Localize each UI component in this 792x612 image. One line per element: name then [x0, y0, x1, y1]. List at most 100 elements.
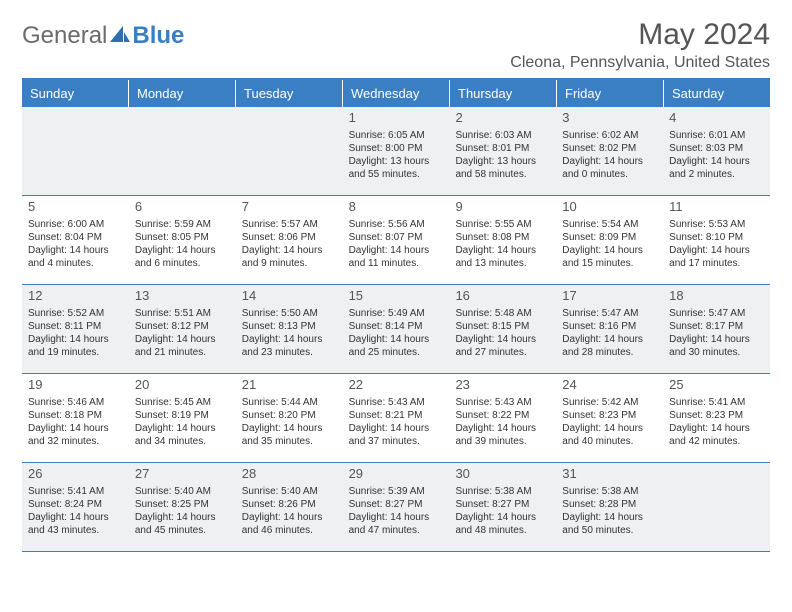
sunrise-text: Sunrise: 5:43 AM	[455, 396, 550, 409]
day-number: 6	[135, 199, 230, 216]
logo: General Blue	[22, 18, 184, 50]
day-number: 9	[455, 199, 550, 216]
dayhead-saturday: Saturday	[664, 80, 770, 107]
logo-text-general: General	[22, 22, 107, 50]
day-number: 30	[455, 466, 550, 483]
daylight1-text: Daylight: 14 hours	[349, 244, 444, 257]
day-number: 17	[562, 288, 657, 305]
sunset-text: Sunset: 8:20 PM	[242, 409, 337, 422]
sunset-text: Sunset: 8:09 PM	[562, 231, 657, 244]
sunrise-text: Sunrise: 5:50 AM	[242, 307, 337, 320]
daylight1-text: Daylight: 13 hours	[349, 155, 444, 168]
day-cell: 14Sunrise: 5:50 AMSunset: 8:13 PMDayligh…	[236, 285, 343, 373]
daylight2-text: and 15 minutes.	[562, 257, 657, 270]
daylight1-text: Daylight: 14 hours	[28, 333, 123, 346]
day-cell: 25Sunrise: 5:41 AMSunset: 8:23 PMDayligh…	[663, 374, 770, 462]
calendar: Sunday Monday Tuesday Wednesday Thursday…	[22, 78, 770, 552]
sunset-text: Sunset: 8:25 PM	[135, 498, 230, 511]
daylight2-text: and 32 minutes.	[28, 435, 123, 448]
day-cell: 23Sunrise: 5:43 AMSunset: 8:22 PMDayligh…	[449, 374, 556, 462]
day-cell: 13Sunrise: 5:51 AMSunset: 8:12 PMDayligh…	[129, 285, 236, 373]
sunset-text: Sunset: 8:26 PM	[242, 498, 337, 511]
dayhead-thursday: Thursday	[450, 80, 557, 107]
daylight2-text: and 58 minutes.	[455, 168, 550, 181]
sunset-text: Sunset: 8:18 PM	[28, 409, 123, 422]
sunrise-text: Sunrise: 5:54 AM	[562, 218, 657, 231]
day-number: 22	[349, 377, 444, 394]
daylight2-text: and 21 minutes.	[135, 346, 230, 359]
sunrise-text: Sunrise: 5:46 AM	[28, 396, 123, 409]
sunset-text: Sunset: 8:00 PM	[349, 142, 444, 155]
daylight2-text: and 42 minutes.	[669, 435, 764, 448]
sunset-text: Sunset: 8:23 PM	[562, 409, 657, 422]
week-row: 26Sunrise: 5:41 AMSunset: 8:24 PMDayligh…	[22, 463, 770, 552]
day-number: 20	[135, 377, 230, 394]
sunset-text: Sunset: 8:28 PM	[562, 498, 657, 511]
sunset-text: Sunset: 8:07 PM	[349, 231, 444, 244]
day-cell: 3Sunrise: 6:02 AMSunset: 8:02 PMDaylight…	[556, 107, 663, 195]
day-number: 25	[669, 377, 764, 394]
daylight1-text: Daylight: 14 hours	[455, 422, 550, 435]
day-number: 27	[135, 466, 230, 483]
day-number: 14	[242, 288, 337, 305]
sunset-text: Sunset: 8:01 PM	[455, 142, 550, 155]
daylight2-text: and 46 minutes.	[242, 524, 337, 537]
sunset-text: Sunset: 8:11 PM	[28, 320, 123, 333]
day-cell: 5Sunrise: 6:00 AMSunset: 8:04 PMDaylight…	[22, 196, 129, 284]
sunset-text: Sunset: 8:10 PM	[669, 231, 764, 244]
week-row: 12Sunrise: 5:52 AMSunset: 8:11 PMDayligh…	[22, 285, 770, 374]
daylight2-text: and 47 minutes.	[349, 524, 444, 537]
sunset-text: Sunset: 8:27 PM	[455, 498, 550, 511]
sunrise-text: Sunrise: 6:05 AM	[349, 129, 444, 142]
day-cell: 18Sunrise: 5:47 AMSunset: 8:17 PMDayligh…	[663, 285, 770, 373]
sunrise-text: Sunrise: 5:41 AM	[669, 396, 764, 409]
daylight1-text: Daylight: 14 hours	[669, 155, 764, 168]
day-number: 1	[349, 110, 444, 127]
daylight2-text: and 55 minutes.	[349, 168, 444, 181]
daylight2-text: and 37 minutes.	[349, 435, 444, 448]
day-number: 19	[28, 377, 123, 394]
sunrise-text: Sunrise: 5:48 AM	[455, 307, 550, 320]
sunset-text: Sunset: 8:15 PM	[455, 320, 550, 333]
day-cell	[236, 107, 343, 195]
day-cell: 19Sunrise: 5:46 AMSunset: 8:18 PMDayligh…	[22, 374, 129, 462]
dayhead-friday: Friday	[557, 80, 664, 107]
day-cell: 26Sunrise: 5:41 AMSunset: 8:24 PMDayligh…	[22, 463, 129, 551]
title-block: May 2024 Cleona, Pennsylvania, United St…	[510, 18, 770, 72]
daylight2-text: and 28 minutes.	[562, 346, 657, 359]
sunset-text: Sunset: 8:04 PM	[28, 231, 123, 244]
daylight1-text: Daylight: 14 hours	[455, 511, 550, 524]
sunset-text: Sunset: 8:02 PM	[562, 142, 657, 155]
sunset-text: Sunset: 8:06 PM	[242, 231, 337, 244]
daylight2-text: and 13 minutes.	[455, 257, 550, 270]
daylight1-text: Daylight: 14 hours	[28, 244, 123, 257]
sunrise-text: Sunrise: 6:01 AM	[669, 129, 764, 142]
daylight2-text: and 40 minutes.	[562, 435, 657, 448]
day-number: 13	[135, 288, 230, 305]
daylight1-text: Daylight: 14 hours	[455, 244, 550, 257]
day-cell: 8Sunrise: 5:56 AMSunset: 8:07 PMDaylight…	[343, 196, 450, 284]
day-cell: 10Sunrise: 5:54 AMSunset: 8:09 PMDayligh…	[556, 196, 663, 284]
day-header-row: Sunday Monday Tuesday Wednesday Thursday…	[22, 80, 770, 107]
sunset-text: Sunset: 8:23 PM	[669, 409, 764, 422]
daylight2-text: and 19 minutes.	[28, 346, 123, 359]
daylight2-text: and 6 minutes.	[135, 257, 230, 270]
daylight1-text: Daylight: 14 hours	[135, 422, 230, 435]
sunset-text: Sunset: 8:12 PM	[135, 320, 230, 333]
dayhead-tuesday: Tuesday	[236, 80, 343, 107]
sunrise-text: Sunrise: 5:43 AM	[349, 396, 444, 409]
day-cell	[663, 463, 770, 551]
sunset-text: Sunset: 8:21 PM	[349, 409, 444, 422]
daylight1-text: Daylight: 14 hours	[562, 333, 657, 346]
daylight2-text: and 50 minutes.	[562, 524, 657, 537]
sunset-text: Sunset: 8:27 PM	[349, 498, 444, 511]
logo-text-blue: Blue	[132, 22, 184, 50]
day-cell: 1 Sunrise: 6:05 AMSunset: 8:00 PMDaylight…	[343, 107, 450, 195]
sunset-text: Sunset: 8:14 PM	[349, 320, 444, 333]
daylight2-text: and 11 minutes.	[349, 257, 444, 270]
daylight1-text: Daylight: 14 hours	[562, 155, 657, 168]
daylight2-text: and 23 minutes.	[242, 346, 337, 359]
sunrise-text: Sunrise: 6:00 AM	[28, 218, 123, 231]
day-cell: 21Sunrise: 5:44 AMSunset: 8:20 PMDayligh…	[236, 374, 343, 462]
day-cell: 28Sunrise: 5:40 AMSunset: 8:26 PMDayligh…	[236, 463, 343, 551]
